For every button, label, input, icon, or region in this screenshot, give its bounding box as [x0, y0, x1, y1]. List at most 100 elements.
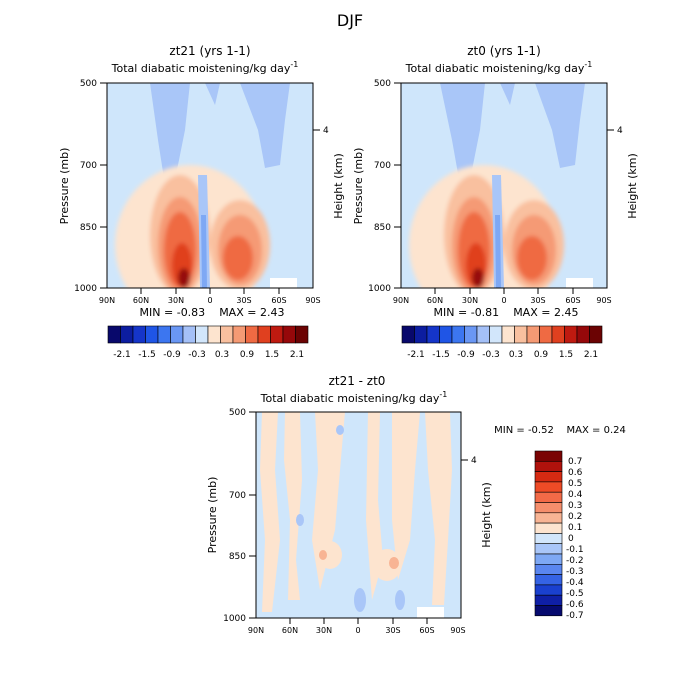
panel-3-colorbar-swatch-5: [534, 502, 563, 514]
panel-1-right-ytick-4: 4: [323, 126, 329, 136]
panel-2-cb-label-3: -0.3: [482, 350, 500, 360]
panel-2-colorbar-swatch-11: [539, 325, 553, 344]
panel-1-positive-field: [115, 165, 270, 288]
panel-3-cb-label-1: 0.6: [568, 468, 583, 478]
panel-3-colorbar-swatch-10: [534, 553, 563, 565]
panel-1-cb-label-6: 1.5: [265, 350, 279, 360]
figure-title: DJF: [337, 11, 363, 30]
panel-2-colorbar-swatch-9: [514, 325, 528, 344]
panel-3-negative-patches: [296, 425, 405, 612]
panel-3-missing-data: [417, 607, 444, 618]
panel-3-cb-label-11: -0.4: [566, 578, 584, 588]
panel-2-colorbar-swatch-10: [526, 325, 540, 344]
panel-2-ytick-500: 500: [374, 79, 391, 89]
panel-3-colorbar-swatch-15: [534, 605, 563, 617]
panel-1-colorbar-swatch-1: [120, 325, 134, 344]
panel-1-xticks: 90N 60N 30N 0 30S 60S 90S: [99, 296, 321, 305]
panel-2-colorbar-swatch-6: [476, 325, 490, 344]
panel-3-cb-label-9: -0.2: [566, 556, 584, 566]
panel-1-xtick-30n: 30N: [168, 296, 184, 305]
panel-3-xtick-0: 0: [355, 626, 360, 635]
panel-3-ytick-marks: [249, 411, 256, 619]
panel-2-xtick-0: 0: [501, 296, 506, 305]
panel-2-colorbar-swatch-4: [451, 325, 465, 344]
panel-3-pos-streak-6: [425, 412, 452, 605]
panel-3-minmax: MIN = -0.52 MAX = 0.24: [494, 425, 626, 436]
panel-3-cb-label-10: -0.3: [566, 567, 584, 577]
panel-3-cb-label-6: 0.1: [568, 523, 582, 533]
panel-1-colorbar-swatch-15: [295, 325, 309, 344]
panel-1-cb-label-2: -0.9: [163, 350, 181, 360]
panel-2-plot-area: [401, 83, 607, 288]
panel-1-colorbar-swatch-5: [170, 325, 184, 344]
panel-1-colorbar-swatch-11: [245, 325, 259, 344]
panel-3-ylabel-right: Height (km): [480, 482, 493, 548]
panel-3-xtick-30n: 30N: [316, 626, 332, 635]
panel-1-subtitle: Total diabatic moistening/kg day-1: [111, 60, 299, 75]
panel-3-xticks: 90N 60N 30N 0 30S 60S 90S: [248, 626, 466, 635]
panel-3-neg-patch-3: [395, 590, 405, 610]
panel-3-cb-label-2: 0.5: [568, 479, 582, 489]
panel-3-colorbar-swatch-3: [534, 481, 563, 493]
panel-2-colorbar-labels: -2.1 -1.5 -0.9 -0.3 0.3 0.9 1.5 2.1: [407, 350, 598, 360]
panel-1-cb-label-5: 0.9: [240, 350, 255, 360]
panel-3-colorbar-swatch-4: [534, 491, 563, 503]
panel-2-colorbar-swatch-12: [551, 325, 565, 344]
panel-1-colorbar-swatch-13: [270, 325, 284, 344]
panel-1-equatorial-core: [201, 215, 207, 288]
panel-2-xtick-90s: 90S: [596, 296, 611, 305]
panel-2-ytick-1000: 1000: [368, 284, 391, 294]
panel-3-neg-patch-1: [354, 588, 366, 612]
panel-2-colorbar-swatch-3: [439, 325, 453, 344]
panel-3-cb-label-0: 0.7: [568, 457, 582, 467]
panel-2-ytick-700: 700: [374, 161, 391, 171]
panel-3-neg-patch-4: [336, 425, 344, 435]
panel-3-colorbar-swatch-0: [534, 450, 563, 462]
panel-3-pos-streak-5: [392, 412, 420, 580]
panel-1-colorbar-swatch-4: [157, 325, 171, 344]
panel-2-xtick-30n: 30N: [462, 296, 478, 305]
panel-1-colorbar-swatch-6: [182, 325, 196, 344]
panel-3-xtick-marks: [289, 618, 428, 624]
panel-2-neg-sh-upper: [535, 83, 585, 168]
panel-1-negative-regions: [150, 83, 290, 185]
panel-3-xtick-60n: 60N: [282, 626, 298, 635]
panel-3-colorbar-swatch-7: [534, 522, 563, 534]
panel-1-colorbar-swatch-2: [132, 325, 146, 344]
panel-3-colorbar: [534, 450, 563, 617]
panel-1-colorbar-swatch-3: [145, 325, 159, 344]
panel-1-ytick-1000: 1000: [74, 284, 97, 294]
panel-1-ylabel-right: Height (km): [332, 153, 345, 219]
panel-3-ytick-500: 500: [229, 408, 246, 418]
panel-2-colorbar-swatch-7: [489, 325, 503, 344]
panel-2-pos-sh-l4: [517, 236, 547, 280]
panel-1-colorbar-swatch-9: [220, 325, 234, 344]
panel-1-ytick-500: 500: [80, 79, 97, 89]
panel-2-colorbar-swatch-15: [589, 325, 603, 344]
panel-3-xtick-60s: 60S: [419, 626, 434, 635]
panel-3-plot-area: [256, 412, 461, 618]
panel-3-pos-core-1: [389, 557, 399, 569]
panel-3: zt21 - zt0 Total diabatic moistening/kg …: [206, 374, 626, 635]
panel-2-cb-label-0: -2.1: [407, 350, 425, 360]
panel-2-negative-regions: [440, 83, 585, 185]
panel-3-ylabel: Pressure (mb): [206, 477, 219, 554]
panel-3-colorbar-swatch-11: [534, 563, 563, 575]
panel-3-colorbar-swatch-13: [534, 584, 563, 596]
panel-3-neg-patch-2: [296, 514, 304, 526]
panel-1-cb-label-7: 2.1: [290, 350, 304, 360]
panel-2-ylabel: Pressure (mb): [352, 148, 365, 225]
panel-1-cb-label-0: -2.1: [113, 350, 131, 360]
panel-2-ylabel-right: Height (km): [626, 153, 639, 219]
panel-1-missing-data: [270, 278, 297, 288]
panel-3-colorbar-labels: 0.7 0.6 0.5 0.4 0.3 0.2 0.1 0 -0.1 -0.2 …: [566, 457, 584, 621]
panel-2-colorbar-swatch-0: [401, 325, 415, 344]
panel-2-colorbar-swatch-2: [426, 325, 440, 344]
panel-2-xtick-30s: 30S: [530, 296, 545, 305]
panel-1-neg-sh-upper: [240, 83, 290, 168]
panel-1-cb-label-1: -1.5: [138, 350, 156, 360]
panel-3-colorbar-swatch-1: [534, 460, 563, 472]
panel-1-neg-mid: [205, 83, 220, 105]
panel-2-subtitle: Total diabatic moistening/kg day-1: [405, 60, 593, 75]
